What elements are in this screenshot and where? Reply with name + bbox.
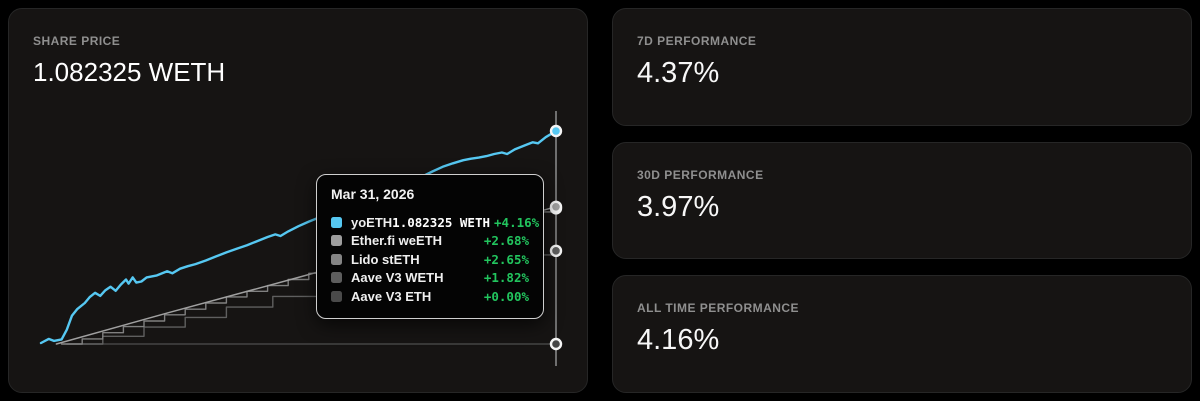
- tooltip-row-1: Ether.fi weETH +2.68%: [331, 232, 529, 251]
- performance-stats-column: 7D PERFORMANCE 4.37% 30D PERFORMANCE 3.9…: [612, 8, 1192, 394]
- share-price-value: 1.082325 WETH: [33, 57, 226, 87]
- series-swatch-icon: [331, 253, 342, 265]
- share-price-chart[interactable]: Mar 31, 2026 yoETH 1.082325 WETH +4.16% Eth…: [33, 104, 583, 389]
- tooltip-date: Mar 31, 2026: [331, 186, 415, 202]
- series-name: yoETH: [351, 214, 393, 230]
- performance-line-chart[interactable]: [33, 104, 583, 389]
- series-value: 1.082325 WETH: [392, 214, 491, 230]
- series-name: Aave V3 WETH: [351, 270, 444, 286]
- endpoint-dot-aave-v3-weth: [549, 244, 563, 258]
- series-swatch-icon: [331, 290, 342, 302]
- series-change: +2.65%: [483, 251, 529, 267]
- stat-label-30d: 30D PERFORMANCE: [637, 167, 764, 182]
- stat-card-alltime: ALL TIME PERFORMANCE 4.16%: [612, 275, 1192, 394]
- tooltip-row-2: Lido stETH +2.65%: [331, 250, 529, 269]
- stat-card-30d: 30D PERFORMANCE 3.97%: [612, 141, 1192, 260]
- stat-value-alltime: 4.16%: [637, 324, 720, 357]
- stat-label-7d: 7D PERFORMANCE: [637, 34, 757, 48]
- stat-value-7d: 4.37%: [637, 57, 720, 89]
- series-swatch-icon: [331, 272, 342, 284]
- endpoint-dot-aave-v3-eth: [549, 337, 563, 351]
- tooltip-row-4: Aave V3 ETH +0.00%: [331, 287, 529, 306]
- endpoint-dot-ether-fi-weeth: [549, 200, 563, 213]
- series-line-yoeth: [39, 129, 558, 345]
- series-change: +1.82%: [483, 270, 529, 286]
- share-price-card: SHARE PRICE 1.082325 WETH Mar 31, 2026 y…: [8, 8, 588, 393]
- endpoint-dot-yoeth: [549, 124, 563, 138]
- series-change: +0.00%: [483, 288, 529, 304]
- series-swatch-icon: [331, 216, 342, 228]
- stat-label-alltime: ALL TIME PERFORMANCE: [637, 301, 800, 316]
- tooltip-rows: yoETH 1.082325 WETH +4.16% Ether.fi weETH +2…: [331, 213, 539, 306]
- tooltip-row-0: yoETH 1.082325 WETH +4.16%: [331, 213, 539, 232]
- series-name: Aave V3 ETH: [351, 288, 432, 304]
- series-swatch-icon: [331, 235, 342, 247]
- series-change: +4.16%: [494, 214, 540, 230]
- series-change: +2.68%: [483, 233, 529, 249]
- stat-card-7d: 7D PERFORMANCE 4.37%: [612, 8, 1192, 126]
- tooltip-row-3: Aave V3 WETH +1.82%: [331, 269, 529, 288]
- series-name: Lido stETH: [351, 251, 420, 267]
- share-price-label: SHARE PRICE: [33, 34, 121, 48]
- chart-tooltip: Mar 31, 2026 yoETH 1.082325 WETH +4.16% Eth…: [316, 174, 544, 319]
- series-name: Ether.fi weETH: [351, 233, 443, 249]
- stat-value-30d: 3.97%: [637, 190, 720, 223]
